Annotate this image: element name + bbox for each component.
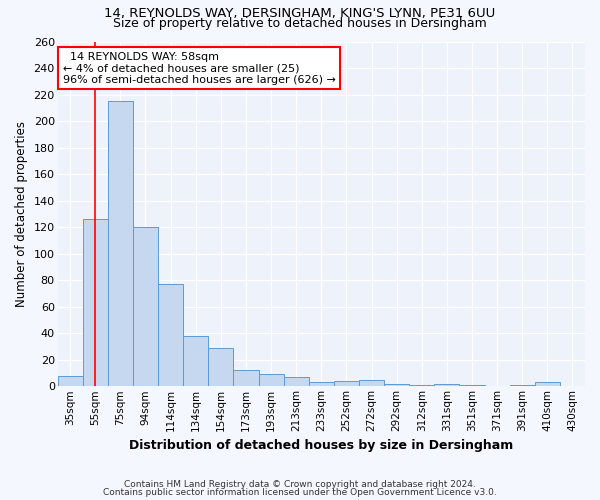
Bar — [409, 385, 434, 386]
Bar — [284, 377, 309, 386]
Text: Contains HM Land Registry data © Crown copyright and database right 2024.: Contains HM Land Registry data © Crown c… — [124, 480, 476, 489]
Bar — [434, 384, 460, 386]
Bar — [183, 336, 208, 386]
Text: Contains public sector information licensed under the Open Government Licence v3: Contains public sector information licen… — [103, 488, 497, 497]
Bar — [108, 101, 133, 386]
Text: Size of property relative to detached houses in Dersingham: Size of property relative to detached ho… — [113, 18, 487, 30]
Bar — [460, 385, 485, 386]
Bar — [259, 374, 284, 386]
Bar — [359, 380, 384, 386]
Bar — [309, 382, 334, 386]
Bar — [509, 385, 535, 386]
Bar — [58, 376, 83, 386]
Y-axis label: Number of detached properties: Number of detached properties — [15, 121, 28, 307]
Text: 14 REYNOLDS WAY: 58sqm
← 4% of detached houses are smaller (25)
96% of semi-deta: 14 REYNOLDS WAY: 58sqm ← 4% of detached … — [63, 52, 336, 85]
Text: 14, REYNOLDS WAY, DERSINGHAM, KING'S LYNN, PE31 6UU: 14, REYNOLDS WAY, DERSINGHAM, KING'S LYN… — [104, 8, 496, 20]
Bar — [133, 227, 158, 386]
X-axis label: Distribution of detached houses by size in Dersingham: Distribution of detached houses by size … — [129, 440, 514, 452]
Bar — [535, 382, 560, 386]
Bar — [233, 370, 259, 386]
Bar — [83, 219, 108, 386]
Bar — [384, 384, 409, 386]
Bar — [208, 348, 233, 387]
Bar — [158, 284, 183, 386]
Bar — [334, 381, 359, 386]
